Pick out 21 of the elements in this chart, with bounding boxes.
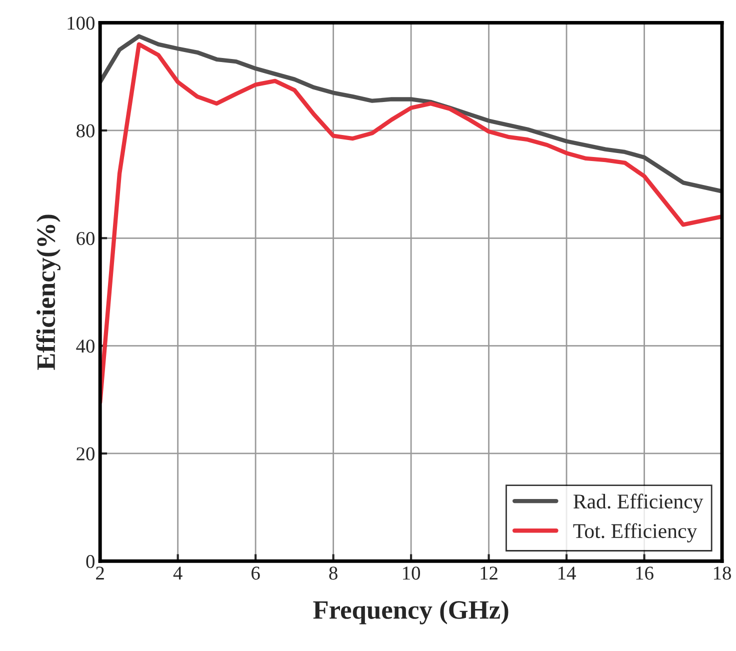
legend-label: Rad. Efficiency	[574, 494, 704, 513]
y-tick-label: 0	[86, 554, 94, 568]
x-tick-label: 12	[480, 566, 498, 580]
x-tick-label: 4	[173, 566, 182, 580]
y-tick-label: 20	[76, 447, 94, 460]
x-tick-label: 14	[558, 566, 576, 580]
y-tick-label: 60	[76, 232, 94, 246]
x-tick-label: 8	[329, 566, 338, 580]
legend-label: Tot. Efficiency	[573, 523, 698, 542]
line-series	[100, 34, 722, 194]
y-tick-label: 80	[76, 124, 94, 138]
y-tick-label: 100	[68, 16, 94, 30]
x-tick-label: 16	[636, 566, 654, 580]
y-axis-title: Efficiency(%)	[36, 214, 61, 370]
x-axis-title: Frequency (GHz)	[313, 600, 508, 624]
x-tick-label: 2	[96, 566, 104, 580]
line-series	[100, 42, 722, 404]
x-tick-label: 18	[714, 566, 731, 580]
x-tick-label: 6	[252, 566, 260, 580]
x-tick-label: 10	[403, 566, 420, 580]
y-tick-label: 40	[76, 340, 94, 353]
